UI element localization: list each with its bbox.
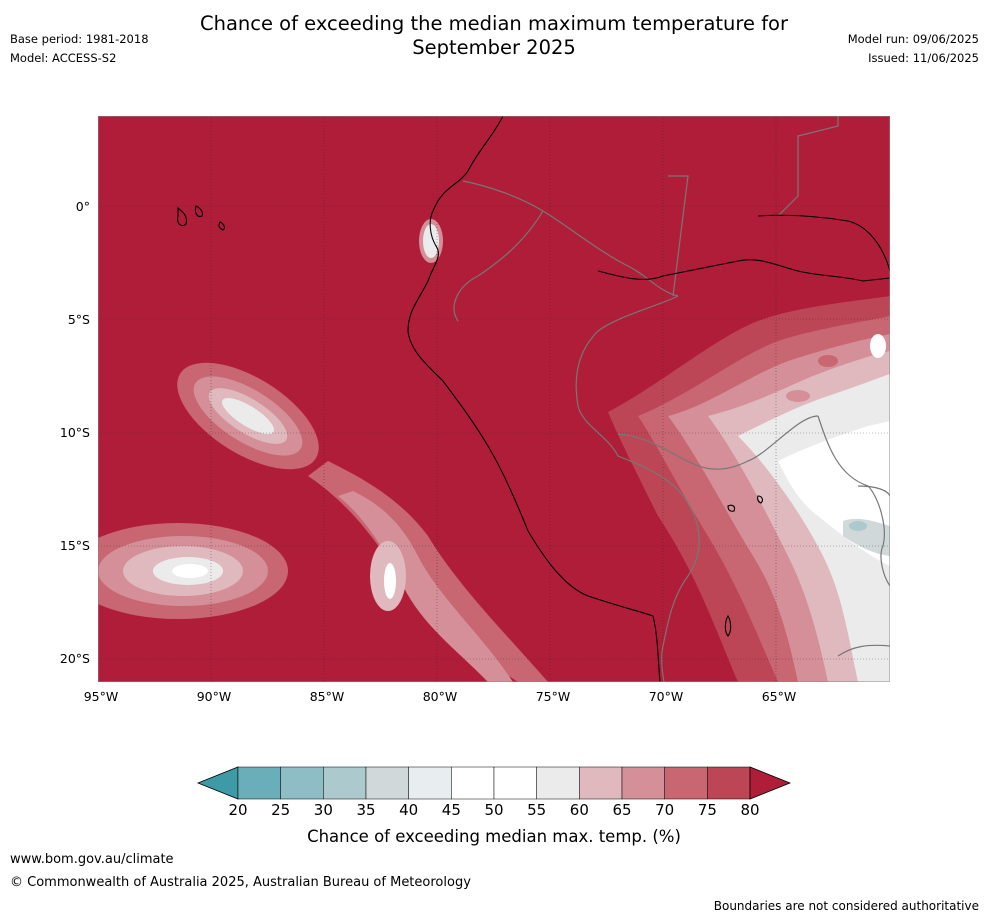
forecast-map	[98, 116, 890, 682]
country-borders	[453, 116, 890, 682]
meta-left: Base period: 1981-2018 Model: ACCESS-S2	[10, 30, 149, 68]
lon-label-75w: 75°W	[535, 689, 571, 704]
issued-date: Issued: 11/06/2025	[868, 51, 979, 65]
colorbar-bin	[621, 766, 665, 800]
coastline	[177, 116, 890, 682]
map-svg	[98, 116, 890, 682]
colorbar-tick-label: 25	[271, 801, 291, 819]
east-contour-region	[608, 296, 890, 682]
lon-label-90w: 90°W	[196, 689, 232, 704]
website-link[interactable]: www.bom.gov.au/climate	[10, 852, 174, 867]
colorbar-bin	[237, 766, 281, 800]
colorbar-bin	[280, 766, 324, 800]
colorbar	[196, 766, 796, 800]
copyright-notice: © Commonwealth of Australia 2025, Austra…	[10, 875, 471, 890]
colorbar-bin	[664, 766, 708, 800]
colorbar-bin	[536, 766, 580, 800]
lon-label-95w: 95°W	[83, 689, 119, 704]
colorbar-svg	[196, 766, 792, 800]
coastal-spot	[419, 219, 443, 263]
colorbar-tick-label: 40	[399, 801, 419, 819]
colorbar-tick-label: 80	[740, 801, 760, 819]
colorbar-arrow-high	[749, 766, 792, 800]
colorbar-tick-label: 65	[612, 801, 632, 819]
colorbar-bin	[493, 766, 537, 800]
colorbar-bin	[579, 766, 623, 800]
colorbar-title: Chance of exceeding median max. temp. (%…	[307, 827, 681, 846]
lat-label-15s: 15°S	[59, 538, 90, 553]
colorbar-bin	[323, 766, 367, 800]
colorbar-tick-label: 30	[313, 801, 333, 819]
lon-label-65w: 65°W	[761, 689, 797, 704]
colorbar-bin	[451, 766, 495, 800]
galapagos-plume	[177, 362, 319, 470]
boundary-disclaimer: Boundaries are not considered authoritat…	[713, 899, 979, 913]
colorbar-tick-label: 75	[697, 801, 717, 819]
lat-label-20s: 20°S	[59, 651, 90, 666]
colorbar-bin	[365, 766, 409, 800]
lon-label-85w: 85°W	[309, 689, 345, 704]
lon-label-80w: 80°W	[422, 689, 458, 704]
map-title: Chance of exceeding the median maximum t…	[0, 12, 988, 60]
central-band	[308, 461, 548, 682]
southwest-blob	[98, 523, 288, 619]
colorbar-tick-label: 45	[441, 801, 461, 819]
colorbar-tick-label: 60	[569, 801, 589, 819]
meta-right: Model run: 09/06/2025 Issued: 11/06/2025	[848, 30, 979, 68]
colorbar-arrow-low	[196, 766, 239, 800]
graticule	[98, 116, 890, 682]
model-run: Model run: 09/06/2025	[847, 32, 979, 46]
lon-label-70w: 70°W	[648, 689, 684, 704]
lat-label-5s: 5°S	[67, 312, 90, 327]
lat-label-0: 0°	[75, 199, 90, 214]
colorbar-tick-label: 20	[228, 801, 248, 819]
colorbar-tick-label: 50	[484, 801, 504, 819]
title-line-1: Chance of exceeding the median maximum t…	[199, 12, 789, 35]
base-period: Base period: 1981-2018	[10, 32, 149, 46]
colorbar-tick-label: 70	[655, 801, 675, 819]
lat-label-10s: 10°S	[59, 425, 90, 440]
colorbar-tick-label: 55	[527, 801, 547, 819]
colorbar-bin	[707, 766, 751, 800]
colorbar-bin	[408, 766, 452, 800]
colorbar-tick-label: 35	[356, 801, 376, 819]
model-name: Model: ACCESS-S2	[10, 51, 117, 65]
title-line-2: September 2025	[412, 36, 576, 59]
